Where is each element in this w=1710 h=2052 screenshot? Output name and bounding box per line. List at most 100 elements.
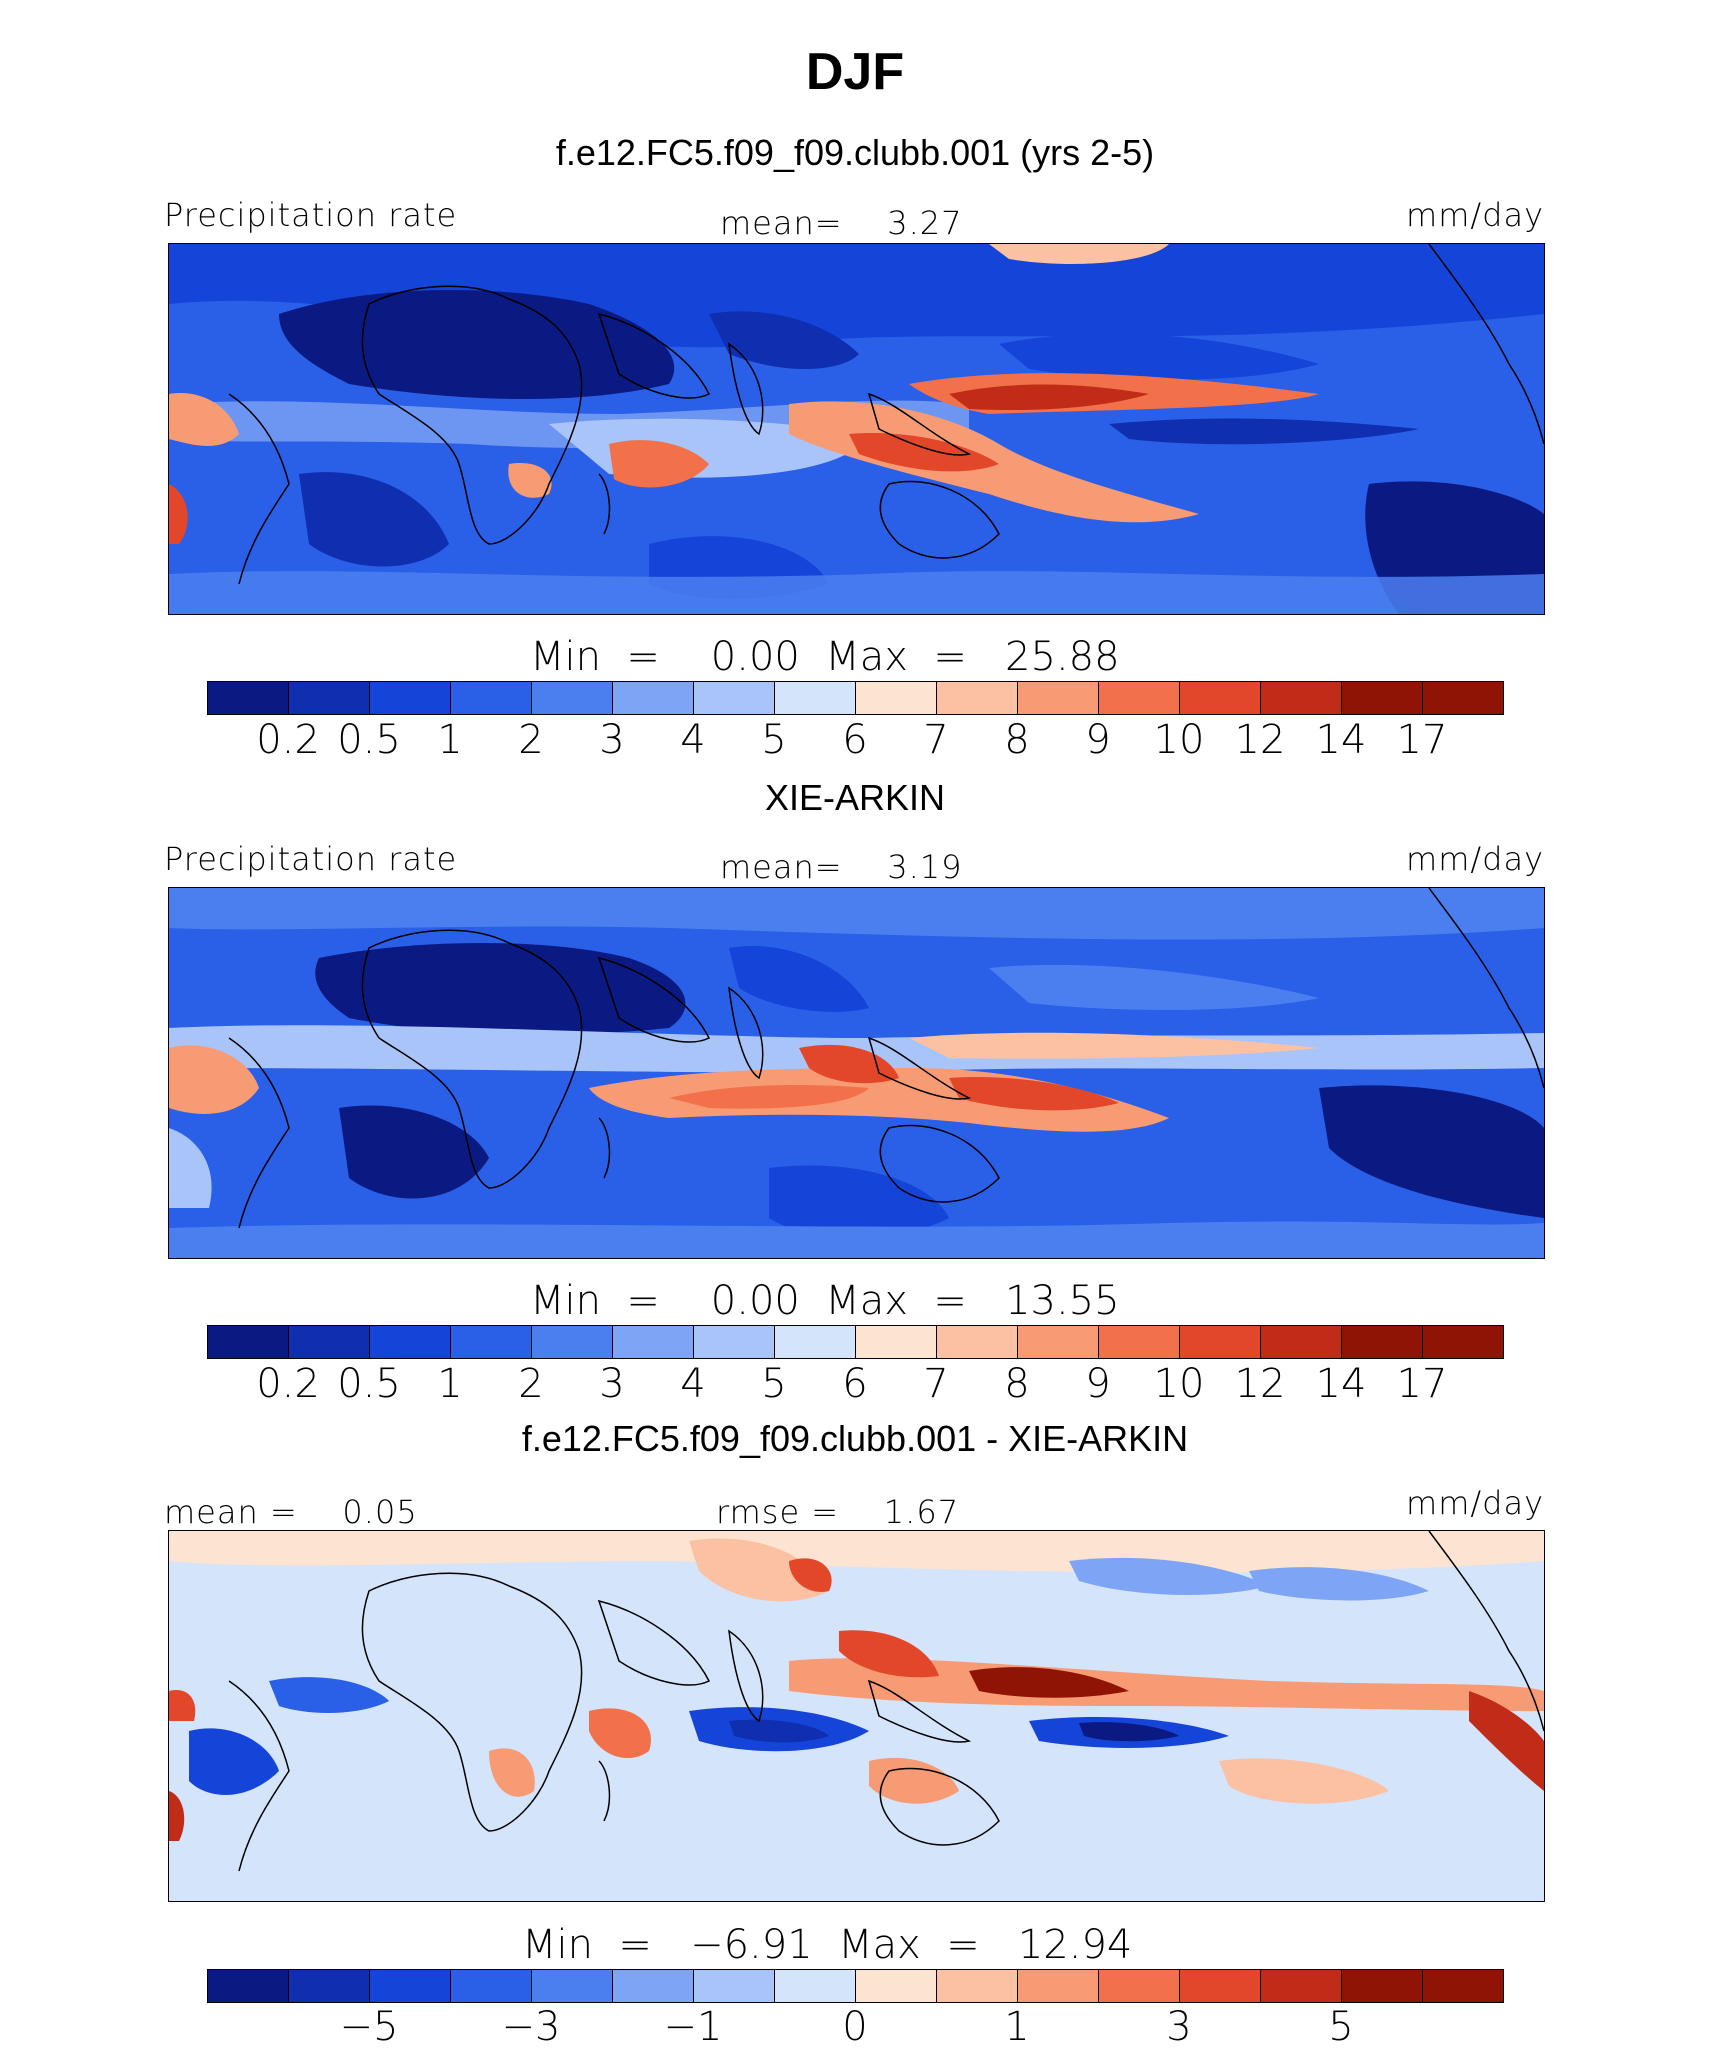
panel1-colorbar-cell [775,682,856,714]
panel1-colorbar-cell [694,682,775,714]
colorbar-tick: 7 [923,717,949,763]
panel1-colorbar-cell [1018,682,1099,714]
panel2-colorbar-cell [451,1326,532,1358]
colorbar-tick: 9 [1085,717,1111,763]
colorbar-tick: 5 [761,1361,787,1407]
colorbar-tick: 7 [923,1361,949,1407]
panel1-colorbar-cell [856,682,937,714]
colorbar-tick: 1 [437,717,463,763]
colorbar-tick: 10 [1153,1361,1205,1407]
colorbar-tick: −5 [339,2004,399,2050]
colorbar-tick: 6 [842,1361,868,1407]
panel3-colorbar-cell [694,1970,775,2002]
colorbar-tick: 0.2 [256,717,320,763]
panel3-mean-label: mean = 0.05 [164,1493,418,1531]
panel3-minmax: Min = −6.91 Max = 12.94 [522,1922,1133,1968]
panel3-colorbar-cell [937,1970,1018,2002]
panel2-map [168,887,1545,1259]
panel2-colorbar-cell [1342,1326,1423,1358]
panel1-colorbar-cell [451,682,532,714]
colorbar-tick: 6 [842,717,868,763]
colorbar-tick: 5 [761,717,787,763]
panel2-variable-label: Precipitation rate [164,840,458,878]
colorbar-tick: 0.5 [337,717,401,763]
panel2-colorbar-cell [937,1326,1018,1358]
panel3-colorbar-cell [1099,1970,1180,2002]
colorbar-tick: 12 [1234,717,1286,763]
colorbar-tick: 2 [518,717,544,763]
panel1-units-label: mm/day [1406,196,1544,234]
colorbar-tick: 2 [518,1361,544,1407]
panel3-colorbar-cell [370,1970,451,2002]
panel2-colorbar-cell [694,1326,775,1358]
colorbar-tick: 12 [1234,1361,1286,1407]
panel3-colorbar-cell [532,1970,613,2002]
panel3-colorbar-cell [1261,1970,1342,2002]
panel3-colorbar-cell [1180,1970,1261,2002]
panel3-colorbar-cell [451,1970,532,2002]
colorbar-tick: 1 [1004,2004,1030,2050]
panel1-variable-label: Precipitation rate [164,196,458,234]
panel2-colorbar-cell [775,1326,856,1358]
panel2-colorbar [207,1325,1504,1359]
panel3-colorbar-cell [856,1970,937,2002]
panel1-colorbar-cell [1261,682,1342,714]
panel2-colorbar-cell [208,1326,289,1358]
panel2-title: XIE-ARKIN [764,777,946,818]
colorbar-tick: 8 [1004,1361,1030,1407]
panel1-colorbar-ticks: 0.2 0.5 1 2 3 4 5 6 7 8 9 10 12 14 17 [207,717,1502,765]
panel1-colorbar-cell [1423,682,1503,714]
panel2-colorbar-cell [1423,1326,1503,1358]
colorbar-tick: −3 [501,2004,561,2050]
panel2-mean-label: mean= 3.19 [720,848,963,886]
colorbar-tick: 4 [680,1361,706,1407]
panel2-map-field [169,888,1544,1258]
panel3-units-label: mm/day [1406,1484,1544,1522]
season-title: DJF [805,43,905,101]
colorbar-tick: 3 [599,717,625,763]
panel3-colorbar-cell [1342,1970,1423,2002]
colorbar-tick: 4 [680,717,706,763]
panel3-map-field [169,1531,1544,1901]
panel1-colorbar-cell [289,682,370,714]
panel1-colorbar-cell [613,682,694,714]
panel3-colorbar [207,1969,1504,2003]
panel2-colorbar-cell [1180,1326,1261,1358]
panel1-colorbar-cell [1099,682,1180,714]
colorbar-tick: 8 [1004,717,1030,763]
panel3-colorbar-cell [613,1970,694,2002]
panel2-colorbar-cell [1018,1326,1099,1358]
colorbar-tick: 5 [1328,2004,1354,2050]
panel1-map-field [169,244,1544,614]
panel1-colorbar-cell [370,682,451,714]
panel1-map [168,243,1545,615]
panel3-map [168,1530,1545,1902]
panel1-colorbar-cell [1180,682,1261,714]
colorbar-tick: 3 [1166,2004,1192,2050]
panel1-colorbar-cell [1342,682,1423,714]
colorbar-tick: 14 [1315,1361,1367,1407]
colorbar-tick: 10 [1153,717,1205,763]
panel2-colorbar-cell [1261,1326,1342,1358]
panel3-colorbar-cell [208,1970,289,2002]
panel3-colorbar-cell [1423,1970,1503,2002]
colorbar-tick: 17 [1396,1361,1448,1407]
colorbar-tick: 17 [1396,717,1448,763]
panel3-rmse-label: rmse = 1.67 [716,1493,960,1531]
panel3-colorbar-cell [1018,1970,1099,2002]
colorbar-tick: 0.2 [256,1361,320,1407]
panel2-colorbar-cell [1099,1326,1180,1358]
panel2-colorbar-cell [856,1326,937,1358]
panel2-colorbar-ticks: 0.2 0.5 1 2 3 4 5 6 7 8 9 10 12 14 17 [207,1361,1502,1409]
panel1-colorbar-cell [937,682,1018,714]
panel1-colorbar [207,681,1504,715]
panel3-colorbar-cell [289,1970,370,2002]
panel1-colorbar-cell [208,682,289,714]
colorbar-tick: 3 [599,1361,625,1407]
panel3-colorbar-ticks: −5 −3 −1 0 1 3 5 [207,2004,1502,2052]
colorbar-tick: −1 [663,2004,723,2050]
panel1-colorbar-cell [532,682,613,714]
colorbar-tick: 1 [437,1361,463,1407]
colorbar-tick: 9 [1085,1361,1111,1407]
colorbar-tick: 0.5 [337,1361,401,1407]
